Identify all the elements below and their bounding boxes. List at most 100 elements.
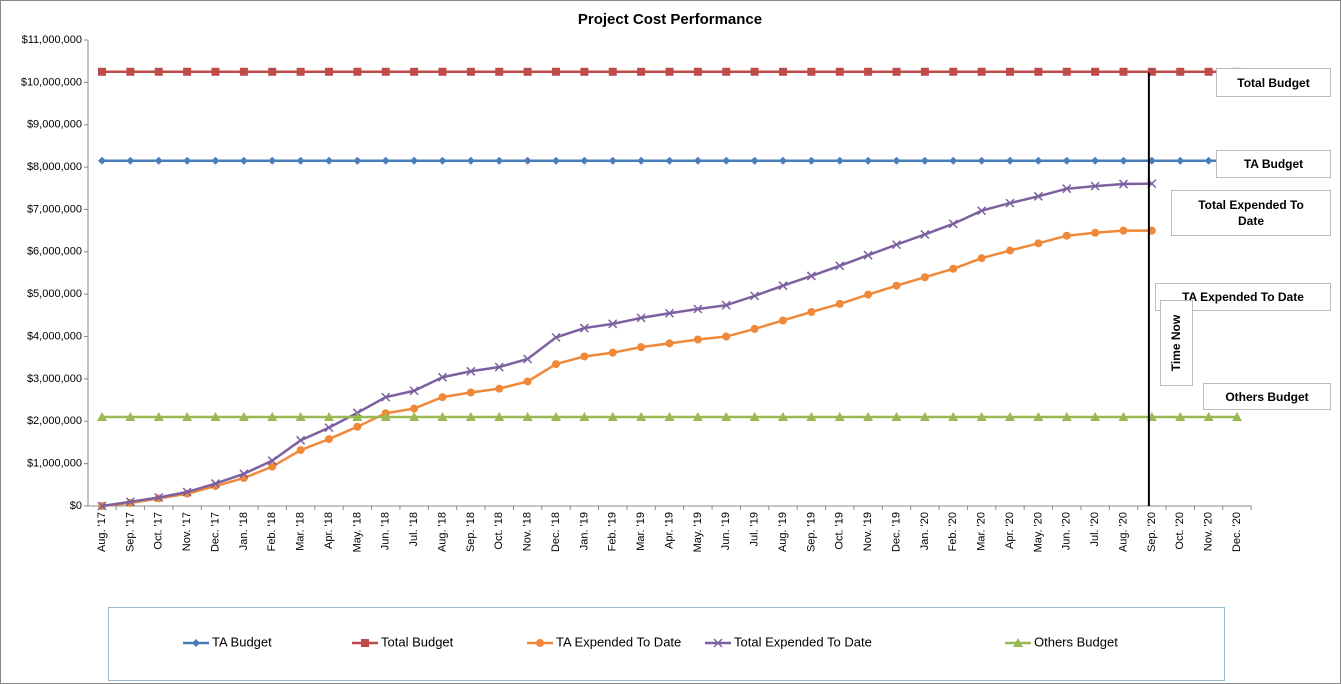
data-point [949,264,958,273]
data-point [268,67,277,76]
data-point [949,156,958,165]
data-point [522,412,533,422]
data-point [495,67,504,76]
x-tick-label: Apr. '18 [323,512,335,549]
data-point [1119,156,1128,165]
data-point [891,412,902,422]
y-tick-label: $7,000,000 [27,203,82,215]
data-point [1033,412,1044,422]
data-point [835,261,845,271]
data-point [466,366,476,376]
data-point [1232,412,1242,422]
data-point [98,156,106,165]
x-tick-label: Jan. '19 [578,512,590,550]
data-point [1091,156,1100,165]
x-tick-label: Dec. '20 [1231,512,1243,552]
data-point [126,156,135,165]
x-tick-label: Oct. '19 [834,512,846,550]
data-point [608,156,617,165]
data-point [864,156,873,165]
data-point [637,67,646,76]
legend-marker [536,639,544,647]
data-point [1119,67,1128,76]
data-point [779,67,787,76]
x-tick-label: Nov. '20 [1203,512,1215,551]
data-point [1062,231,1071,240]
data-point [750,67,759,76]
x-tick-label: Apr. '19 [663,512,675,549]
data-point [580,156,589,165]
data-point [465,412,476,422]
data-point [437,412,448,422]
data-point [1204,156,1213,165]
legend-item: Total Expended To Date [705,634,872,649]
data-point [920,67,929,76]
data-point [324,412,334,422]
legend-marker [713,638,723,648]
x-tick-label: Apr. '20 [1004,512,1016,549]
x-tick-label: Sep. '19 [805,512,817,552]
data-point [665,67,674,76]
y-tick-label: $8,000,000 [27,161,82,173]
data-point [296,67,305,76]
data-point [1033,191,1043,201]
data-point [1062,67,1071,76]
data-point [722,156,731,165]
data-point [892,281,901,290]
data-point [239,156,248,165]
legend-marker [361,639,369,647]
data-point [1005,412,1015,422]
y-tick-label: $0 [70,500,82,512]
data-point [580,352,589,361]
data-point [296,446,305,455]
data-point [692,412,703,422]
x-tick-label: Dec. '17 [209,512,221,552]
data-point [552,67,560,76]
data-point [437,372,448,382]
x-tick-label: Oct. '18 [493,512,505,550]
x-tick-label: Feb. '20 [947,512,959,551]
data-point [807,307,816,316]
data-point [523,156,532,165]
data-point [325,156,333,165]
data-point [325,435,333,444]
data-point [97,412,107,422]
x-tick-label: Nov. '18 [522,512,534,551]
data-point [920,229,930,239]
data-point [693,156,702,165]
annotation: Total Budget [1216,68,1331,97]
data-point [779,156,787,165]
data-point [750,291,760,301]
x-tick-label: May. '18 [351,512,363,552]
x-tick-label: Dec. '19 [890,512,902,552]
data-point [806,412,817,422]
data-point [1090,181,1100,191]
data-point [325,67,333,76]
data-point [153,412,164,422]
data-point [835,156,844,165]
data-point [665,156,674,165]
data-point [750,156,759,165]
x-tick-label: Sep. '18 [465,512,477,552]
data-point [1006,246,1014,255]
x-tick-label: Aug. '17 [96,512,108,552]
data-point [211,67,220,76]
data-point [410,156,419,165]
x-tick-label: Aug. '18 [436,512,448,552]
data-point [835,67,844,76]
data-point [1091,67,1100,76]
data-point [523,354,533,364]
y-tick-label: $10,000,000 [21,76,82,88]
x-tick-label: Aug. '19 [777,512,789,552]
time-now-box: Time Now [1160,300,1193,386]
legend-label: Others Budget [1034,634,1118,649]
legend-item: TA Expended To Date [527,634,681,649]
data-point [637,343,646,352]
y-tick-label: $3,000,000 [27,373,82,385]
annotation: Others Budget [1203,383,1331,410]
data-point [154,156,163,165]
series-line [101,229,1152,508]
data-point [834,412,845,422]
